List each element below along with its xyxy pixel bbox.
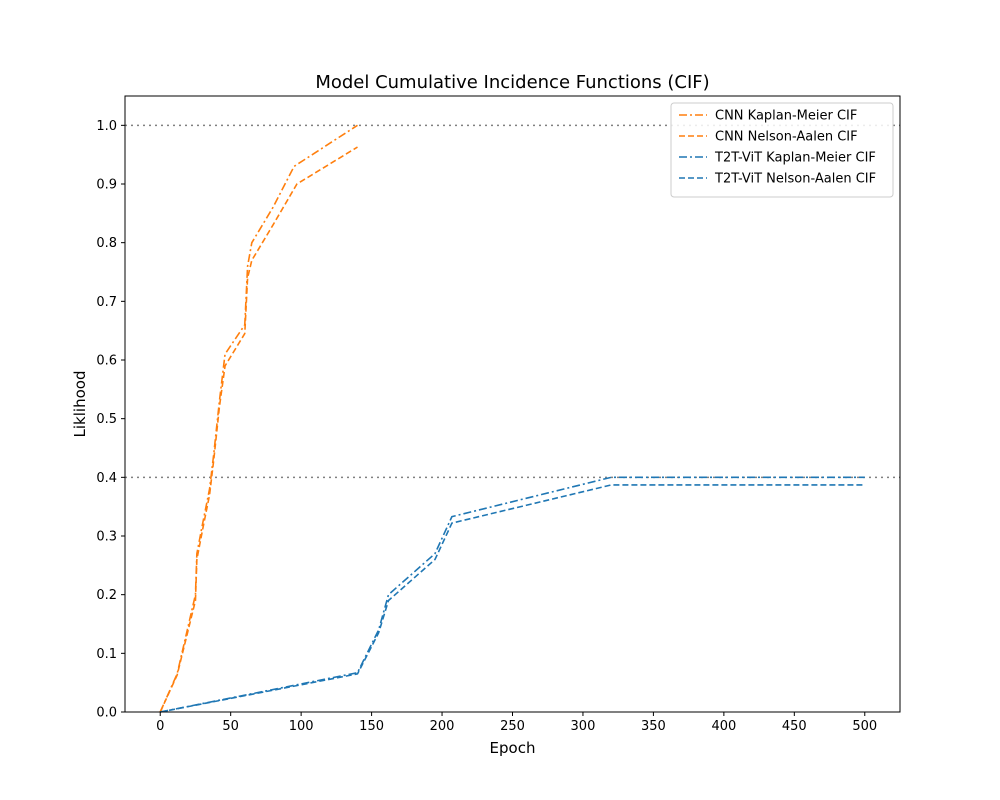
y-tick-label-8: 0.8	[96, 236, 117, 251]
y-tick-label-9: 0.9	[96, 178, 117, 193]
y-tick-label-10: 1.0	[96, 119, 117, 134]
legend-entry-0: CNN Kaplan-Meier CIF	[715, 109, 857, 124]
x-tick-label-4: 200	[430, 719, 455, 734]
x-tick-label-8: 400	[711, 719, 736, 734]
series-line-2	[160, 476, 865, 713]
x-axis-ticks: 0 50 100 150 200 250 300 350 400 450 500	[156, 712, 877, 734]
y-tick-label-0: 0.0	[96, 706, 117, 721]
legend: CNN Kaplan-Meier CIF CNN Nelson-Aalen CIF…	[670, 102, 894, 198]
y-tick-label-1: 0.1	[96, 647, 117, 662]
x-tick-label-5: 250	[500, 719, 525, 734]
y-tick-label-6: 0.6	[96, 354, 117, 369]
legend-entry-2: T2T-ViT Kaplan-Meier CIF	[714, 151, 876, 166]
y-tick-label-2: 0.2	[96, 588, 117, 603]
x-axis-label: Epoch	[490, 739, 536, 757]
chart-title: Model Cumulative Incidence Functions (CI…	[315, 72, 709, 93]
x-tick-label-0: 0	[156, 719, 164, 734]
legend-entry-1: CNN Nelson-Aalen CIF	[715, 130, 858, 145]
x-tick-label-7: 350	[641, 719, 666, 734]
y-tick-label-3: 0.3	[96, 530, 117, 545]
x-tick-label-1: 50	[222, 719, 239, 734]
y-tick-label-7: 0.7	[96, 295, 117, 310]
y-tick-label-4: 0.4	[96, 471, 117, 486]
y-axis-ticks: 0.0 0.1 0.2 0.3 0.4 0.5 0.6 0.7 0.8 0.9 1.0	[96, 119, 125, 721]
legend-box	[670, 102, 894, 198]
legend-entry-3: T2T-ViT Nelson-Aalen CIF	[714, 172, 876, 187]
x-tick-label-10: 500	[852, 719, 877, 734]
y-tick-label-5: 0.5	[96, 412, 117, 427]
series-layer	[159, 124, 865, 713]
y-axis-label: Liklihood	[71, 371, 89, 438]
series-line-3	[160, 484, 865, 713]
x-tick-label-6: 300	[571, 719, 596, 734]
x-tick-label-3: 150	[359, 719, 384, 734]
series-line-1	[159, 146, 358, 713]
x-tick-label-2: 100	[289, 719, 314, 734]
x-tick-label-9: 450	[782, 719, 807, 734]
